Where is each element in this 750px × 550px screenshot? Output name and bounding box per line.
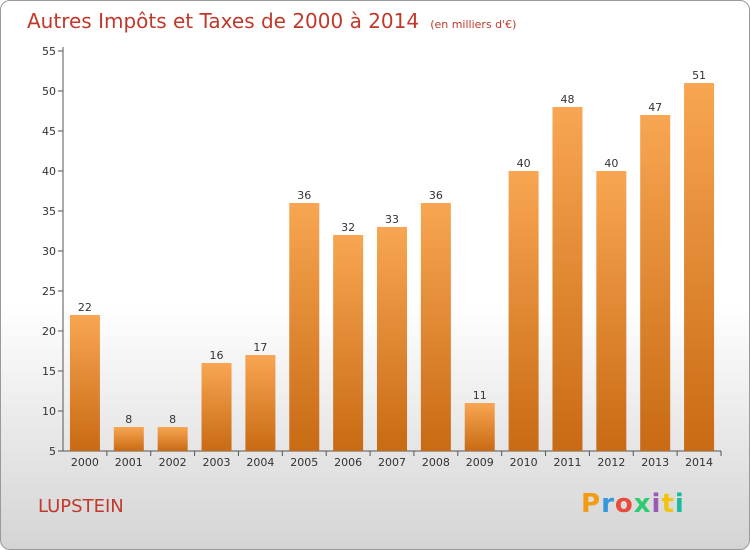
bar-2009 xyxy=(464,403,495,451)
proxiti-logo[interactable]: Proxiti xyxy=(581,489,685,519)
x-tick-label: 2010 xyxy=(510,456,538,469)
x-tick-label: 2000 xyxy=(71,456,99,469)
bar-value-label: 11 xyxy=(473,389,487,402)
bar-2012 xyxy=(596,171,627,451)
logo-letter: o xyxy=(614,489,634,519)
x-tick-label: 2008 xyxy=(422,456,450,469)
logo-letter: i xyxy=(651,489,662,519)
y-tick-label: 10 xyxy=(42,405,56,418)
axis-layer: 5 10 15 20 25 30 35 40 45 50 55 2000 2001 2002 2003 200… xyxy=(42,45,722,469)
logo-letter: P xyxy=(581,489,602,519)
bar-value-label: 22 xyxy=(78,301,92,314)
y-tick-label: 55 xyxy=(42,45,56,58)
bar-2011 xyxy=(552,107,583,451)
logo-letter: r xyxy=(601,489,615,519)
bar-2001 xyxy=(113,427,144,451)
bar-value-label: 36 xyxy=(429,189,443,202)
y-tick-label: 35 xyxy=(42,205,56,218)
chart-title-block: Autres Impôts et Taxes de 2000 à 2014 (e… xyxy=(27,9,516,33)
y-tick-label: 40 xyxy=(42,165,56,178)
x-tick-label: 2005 xyxy=(290,456,318,469)
bar-value-label: 47 xyxy=(648,101,662,114)
y-tick-label: 15 xyxy=(42,365,56,378)
bar-value-label: 32 xyxy=(341,221,355,234)
bar-value-label: 33 xyxy=(385,213,399,226)
x-tick-label: 2007 xyxy=(378,456,406,469)
bar-2013 xyxy=(640,115,671,451)
bar-value-label: 17 xyxy=(253,341,267,354)
y-tick-label: 5 xyxy=(49,445,56,458)
x-tick-label: 2011 xyxy=(553,456,581,469)
bar-2010 xyxy=(508,171,539,451)
x-tick-label: 2004 xyxy=(246,456,274,469)
bar-layer: 22 8 8 16 17 36 32 33 36 11 40 48 40 47 51 xyxy=(69,69,715,451)
bar-value-label: 40 xyxy=(604,157,618,170)
bar-value-label: 8 xyxy=(125,413,132,426)
x-tick-label: 2001 xyxy=(115,456,143,469)
x-tick-label: 2012 xyxy=(597,456,625,469)
logo-letter: i xyxy=(674,489,685,519)
x-tick-label: 2009 xyxy=(466,456,494,469)
x-tick-label: 2014 xyxy=(685,456,713,469)
logo-letter: x xyxy=(633,489,652,519)
x-tick-label: 2002 xyxy=(159,456,187,469)
bar-2007 xyxy=(377,227,407,451)
y-tick-label: 45 xyxy=(42,125,56,138)
bar-value-label: 48 xyxy=(560,93,574,106)
commune-name: LUPSTEIN xyxy=(38,496,124,517)
y-tick-label: 25 xyxy=(42,285,56,298)
bar-2014 xyxy=(684,83,715,451)
x-tick-label: 2006 xyxy=(334,456,362,469)
bar-value-label: 8 xyxy=(169,413,176,426)
x-tick-label: 2013 xyxy=(641,456,669,469)
bar-2004 xyxy=(245,355,276,451)
logo-letter: t xyxy=(661,489,675,519)
bar-2005 xyxy=(289,203,320,451)
bar-2008 xyxy=(420,203,451,451)
y-tick-label: 30 xyxy=(42,245,56,258)
bar-2003 xyxy=(201,363,232,451)
bar-2006 xyxy=(333,235,364,451)
bar-2000 xyxy=(69,315,100,451)
y-tick-label: 50 xyxy=(42,85,56,98)
bar-2002 xyxy=(157,427,188,451)
bar-value-label: 40 xyxy=(517,157,531,170)
chart-unit: (en milliers d'€) xyxy=(430,18,517,31)
bar-value-label: 51 xyxy=(692,69,706,82)
x-tick-label: 2003 xyxy=(203,456,231,469)
chart-title: Autres Impôts et Taxes de 2000 à 2014 xyxy=(27,9,420,33)
y-tick-label: 20 xyxy=(42,325,56,338)
bar-value-label: 36 xyxy=(297,189,311,202)
bar-value-label: 16 xyxy=(210,349,224,362)
